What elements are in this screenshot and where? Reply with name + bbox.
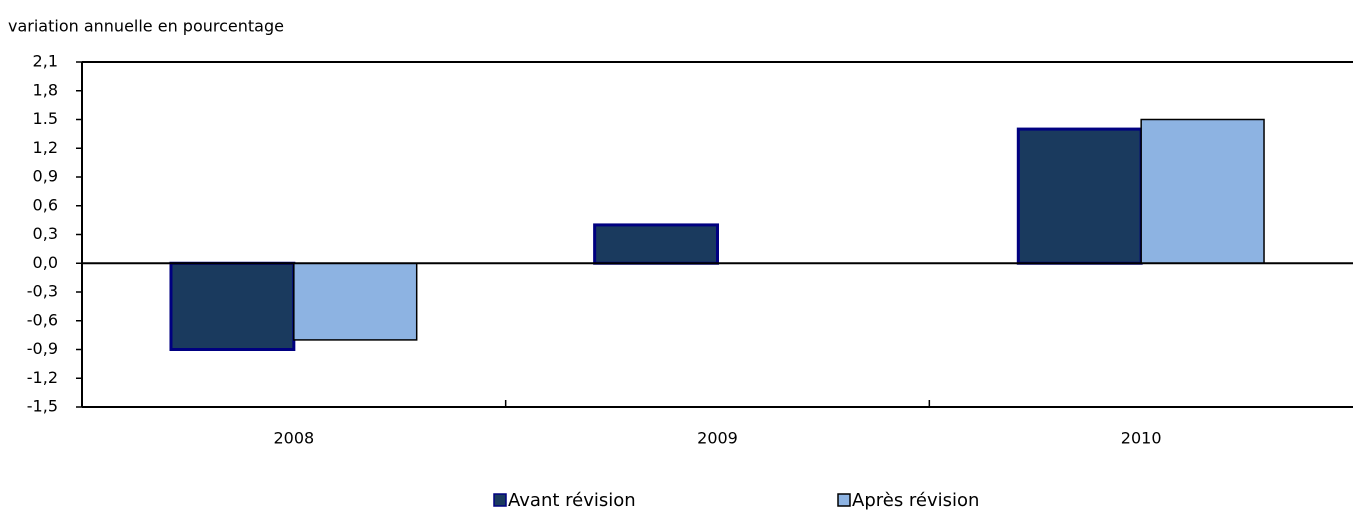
y-tick-label: 0,3 xyxy=(33,224,58,243)
y-tick-label: 1.5 xyxy=(33,109,58,128)
bar xyxy=(293,262,418,341)
y-tick-label: 1,2 xyxy=(33,138,58,157)
y-tick-label: 0,9 xyxy=(33,167,58,186)
y-axis-title: variation annuelle en pourcentage xyxy=(8,17,284,36)
x-tick-label: 2008 xyxy=(273,429,314,448)
y-tick-label: -0,3 xyxy=(27,282,58,301)
bar xyxy=(1016,127,1143,265)
bar xyxy=(1140,118,1265,264)
y-tick-label: 0,6 xyxy=(33,195,58,214)
legend-label: Avant révision xyxy=(508,490,636,511)
y-tick-label: -1,2 xyxy=(27,368,58,387)
y-tick-label: 0,0 xyxy=(33,253,58,272)
y-tick-label: -0,9 xyxy=(27,339,58,358)
x-tick-label: 2009 xyxy=(697,429,738,448)
y-tick-label: 2,1 xyxy=(33,52,58,71)
y-tick-label: -1,5 xyxy=(27,397,58,416)
bar xyxy=(169,261,296,351)
y-tick-label: -0,6 xyxy=(27,310,58,329)
legend-label: Après révision xyxy=(852,490,979,511)
bar xyxy=(593,223,719,265)
x-tick-label: 2010 xyxy=(1121,429,1162,448)
legend-swatch xyxy=(837,493,851,507)
y-tick-label: 1,8 xyxy=(33,80,58,99)
legend-swatch xyxy=(493,493,507,507)
